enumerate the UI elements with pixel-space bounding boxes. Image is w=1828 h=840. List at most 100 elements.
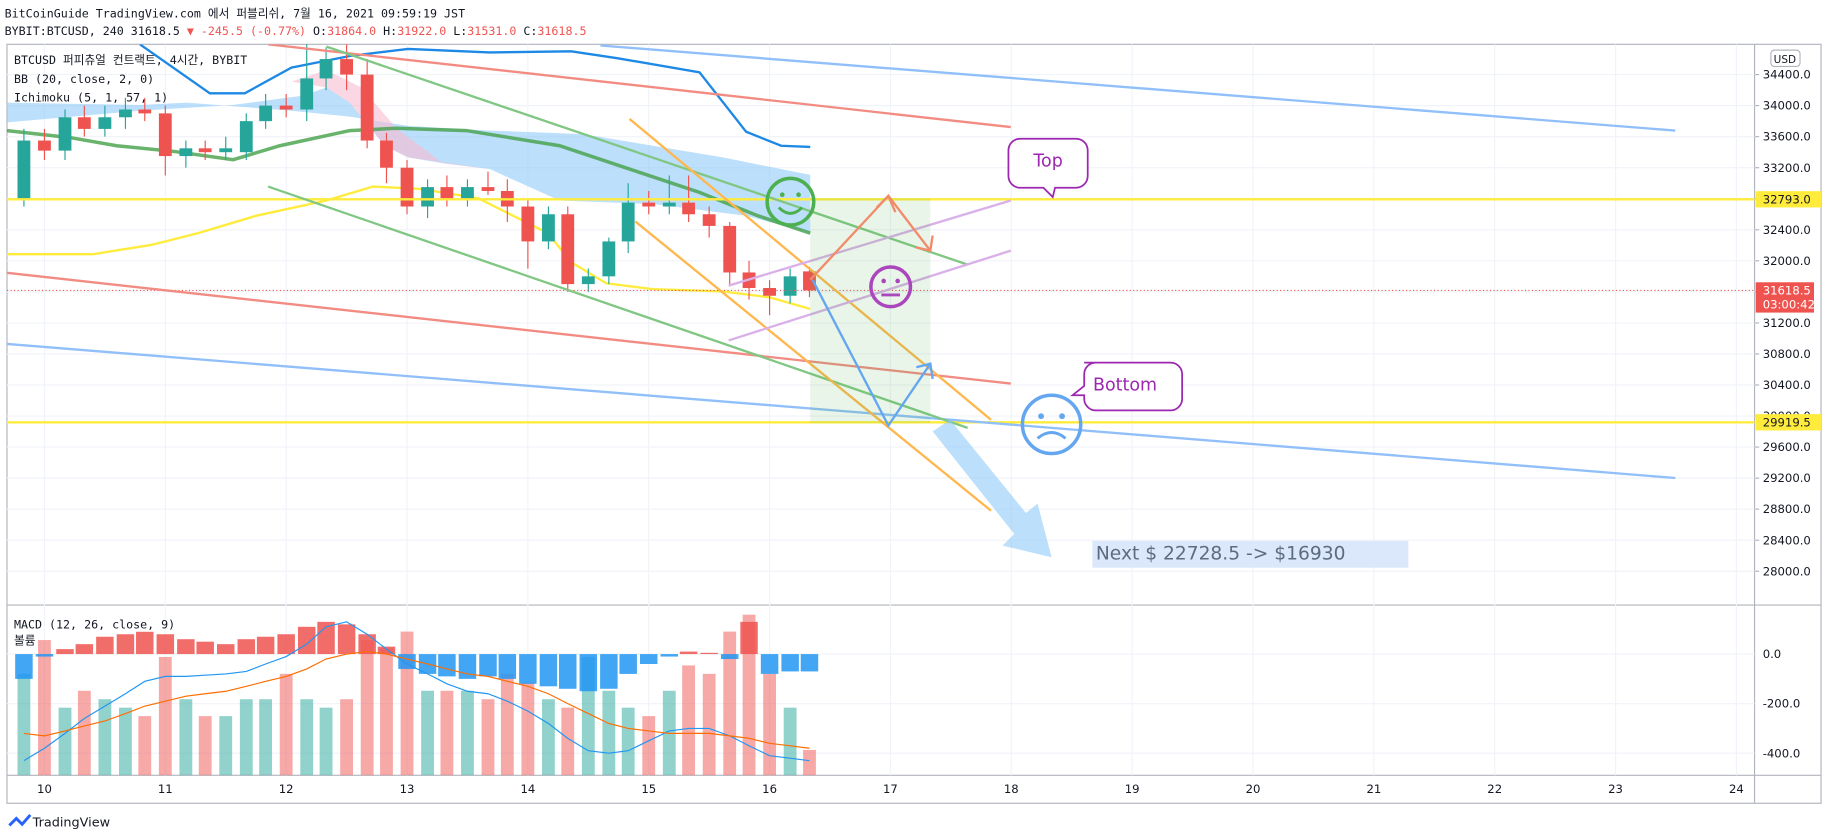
next-label: Next $ 22728.5 -> $16930 <box>1096 544 1346 565</box>
histogram-bar <box>56 649 74 655</box>
bb-upper <box>139 44 811 149</box>
volume-bar <box>763 673 776 776</box>
volume-bar <box>319 707 333 776</box>
candle-body <box>219 148 233 153</box>
arrowhead <box>914 235 934 253</box>
bottom-label: Bottom <box>1093 376 1157 396</box>
histogram-bar <box>539 654 558 687</box>
candle-body <box>461 187 474 199</box>
candle-body <box>682 202 696 215</box>
candle-body <box>542 214 555 242</box>
eye <box>895 278 901 284</box>
volume-bar <box>481 699 495 776</box>
level-label-bg <box>1755 191 1822 208</box>
histogram-bar <box>216 644 235 655</box>
y-tick-label: -400.0 <box>1763 746 1801 760</box>
histogram-bar <box>498 654 517 679</box>
volume-bar <box>259 699 273 776</box>
histogram-bar <box>116 634 135 655</box>
y-tick-label: 33600.0 <box>1763 130 1811 144</box>
x-tick-label: 11 <box>158 782 173 796</box>
volume-bar <box>602 690 616 776</box>
histogram-bar <box>177 639 195 655</box>
candle-body <box>17 140 31 199</box>
trendline <box>267 185 969 429</box>
y-tick-label: 30800.0 <box>1763 347 1811 361</box>
histogram-bar <box>438 654 456 677</box>
histogram-bar <box>579 654 598 692</box>
y-tick-label: 30400.0 <box>1763 378 1811 392</box>
publisher: BitCoinGuide TradingView.com 에서 퍼블리쉬, 7월… <box>5 7 465 21</box>
volume-bar <box>803 749 816 776</box>
candle-body <box>763 287 776 296</box>
histogram-bar <box>559 654 577 689</box>
x-tick-label: 23 <box>1608 782 1623 796</box>
candle-body <box>138 109 152 114</box>
y-tick-label: -200.0 <box>1763 697 1801 711</box>
chart-title: BTCUSD 퍼피츄얼 컨트랙트, 4시간, BYBIT <box>14 53 247 67</box>
countdown: 03:00:42 <box>1763 298 1815 312</box>
y-tick-label: 31200.0 <box>1763 316 1811 330</box>
brand: TradingView <box>32 816 110 831</box>
ohlc-key: O: <box>313 24 327 38</box>
y-tick-label: 32000.0 <box>1763 254 1811 268</box>
macd-pane <box>15 614 819 776</box>
volume-bar <box>279 673 293 776</box>
y-tick-label: 28800.0 <box>1763 502 1811 516</box>
candle-body <box>259 105 273 122</box>
volume-bar <box>561 707 575 776</box>
candle-body <box>58 117 72 151</box>
histogram-bar <box>156 634 175 655</box>
histogram-bar <box>237 639 256 655</box>
ichimoku-cloud <box>6 87 811 234</box>
volume-bar <box>77 690 91 776</box>
y-tick-label: 28000.0 <box>1763 564 1811 578</box>
volume-bar <box>58 707 72 776</box>
volume-bar <box>742 614 756 776</box>
candle-body <box>783 276 797 296</box>
y-tick-label: 29200.0 <box>1763 471 1811 485</box>
volume-bar <box>621 707 635 776</box>
symbol: BYBIT:BTCUSD, 240 31618.5 <box>5 24 180 38</box>
candle-body <box>158 113 172 157</box>
x-tick-label: 10 <box>37 782 52 796</box>
big-arrow <box>932 419 1052 558</box>
x-tick-label: 18 <box>1004 782 1019 796</box>
candle-body <box>521 206 535 242</box>
volume-bar <box>783 707 797 776</box>
frown <box>1036 431 1067 440</box>
candle-body <box>340 59 354 75</box>
volume-bar <box>179 699 193 776</box>
symbol-line: BYBIT:BTCUSD, 240 31618.5 ▼ -245.5 (-0.7… <box>5 24 587 38</box>
trendline <box>728 249 1012 342</box>
volume-bar <box>440 690 454 776</box>
candle-body <box>621 202 635 242</box>
happy-face <box>765 176 816 227</box>
histogram-bar <box>479 654 497 677</box>
ohlc: O:31864.0 H:31922.0 L:31531.0 C:31618.5 <box>313 24 586 38</box>
trendline <box>728 199 1012 287</box>
trendline <box>6 342 1676 480</box>
ichimoku-cloud-red <box>291 69 490 170</box>
volume-bar <box>723 631 737 776</box>
x-tick-label: 22 <box>1487 782 1502 796</box>
volume-bar <box>542 699 555 776</box>
histogram-bar <box>781 654 799 672</box>
candle-body <box>602 241 616 277</box>
candle-body <box>239 121 253 153</box>
ohlc-value: 31531.0 <box>467 24 516 38</box>
smile <box>777 206 804 215</box>
histogram-bar <box>256 636 275 655</box>
volume-bar <box>461 690 474 776</box>
histogram-bar <box>337 624 356 655</box>
logo <box>8 813 32 827</box>
volume-bar <box>500 673 514 776</box>
y-tick-label: 0.0 <box>1763 647 1782 661</box>
x-tick-label: 14 <box>520 782 535 796</box>
trendline <box>268 44 1011 129</box>
candle-body <box>440 187 454 199</box>
trendline <box>6 271 1011 385</box>
candle-body <box>98 117 112 129</box>
volume-bar <box>360 640 374 776</box>
